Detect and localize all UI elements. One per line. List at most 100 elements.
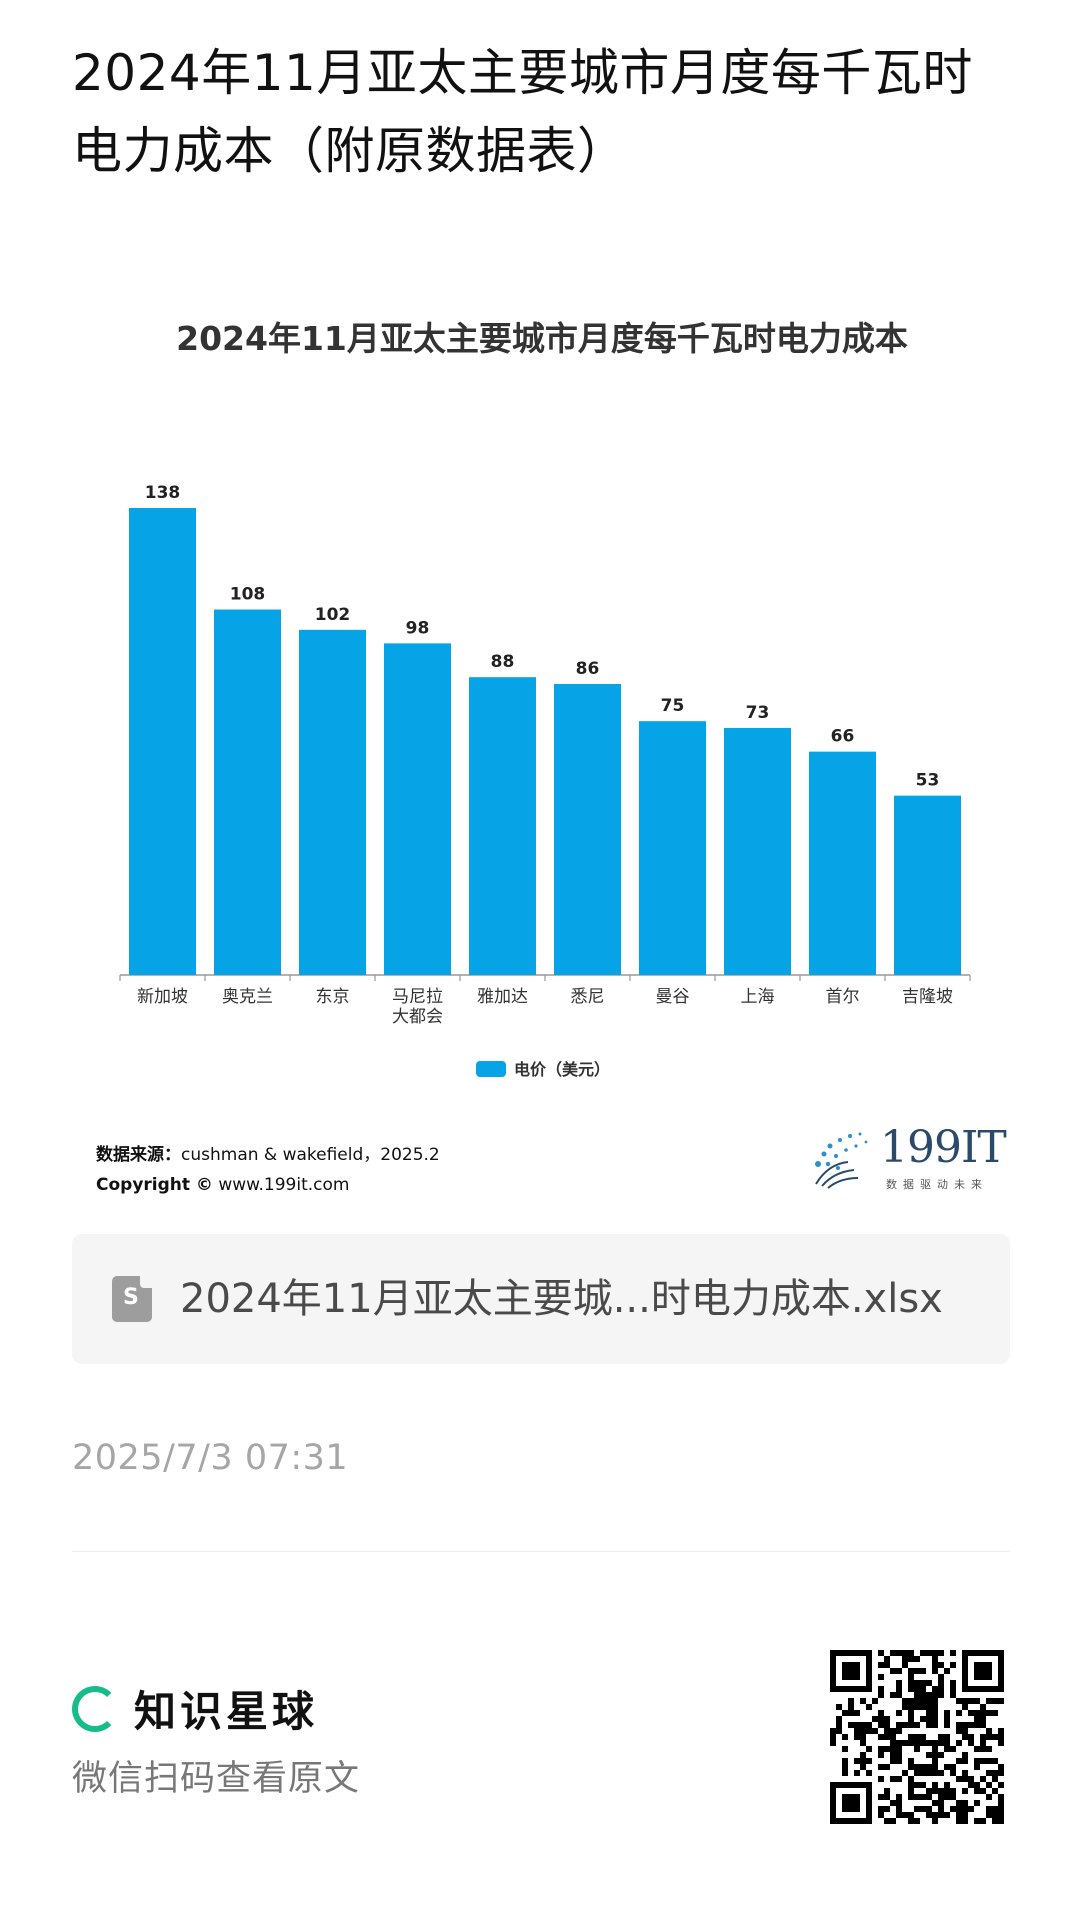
qr-module: [986, 1782, 992, 1788]
qr-module: [932, 1668, 938, 1674]
qr-module: [932, 1788, 938, 1794]
qr-module: [890, 1818, 896, 1824]
qr-module: [878, 1722, 884, 1728]
qr-module: [938, 1692, 944, 1698]
qr-module: [890, 1734, 896, 1740]
qr-module: [944, 1716, 950, 1722]
qr-module: [884, 1764, 890, 1770]
logo-199it: 199IT 数据驱动未来: [808, 1122, 1008, 1198]
qr-module: [920, 1782, 926, 1788]
legend-swatch: [476, 1061, 506, 1077]
qr-module: [860, 1722, 866, 1728]
ring-logo-icon: [72, 1686, 118, 1732]
qr-module: [992, 1806, 998, 1812]
qr-module: [944, 1746, 950, 1752]
qr-module: [986, 1794, 992, 1800]
qr-module: [896, 1794, 902, 1800]
qr-module: [998, 1728, 1004, 1734]
qr-module: [836, 1722, 842, 1728]
qr-module: [878, 1650, 884, 1656]
qr-module: [944, 1812, 950, 1818]
attachment-name[interactable]: 2024年11月亚太主要城...时电力成本.xlsx: [180, 1276, 943, 1322]
qr-module: [962, 1734, 968, 1740]
qr-module: [896, 1722, 902, 1728]
qr-module: [860, 1740, 866, 1746]
qr-module: [836, 1716, 842, 1722]
qr-module: [962, 1776, 968, 1782]
qr-module: [938, 1740, 944, 1746]
qr-module: [992, 1788, 998, 1794]
logo-dots-icon: [815, 1132, 868, 1189]
qr-module: [914, 1704, 920, 1710]
qr-module: [968, 1734, 974, 1740]
qr-module: [932, 1818, 938, 1824]
logo-tagline: 数据驱动未来: [886, 1178, 988, 1191]
qr-module: [836, 1704, 842, 1710]
qr-module: [884, 1722, 890, 1728]
qr-module: [998, 1740, 1004, 1746]
qr-module: [896, 1668, 902, 1674]
qr-module: [950, 1788, 956, 1794]
qr-module: [896, 1758, 902, 1764]
bar-2: [299, 629, 366, 975]
qr-module: [926, 1794, 932, 1800]
qr-module: [998, 1770, 1004, 1776]
qr-module: [950, 1764, 956, 1770]
qr-module: [908, 1758, 914, 1764]
qr-module: [956, 1722, 962, 1728]
qr-module: [974, 1782, 980, 1788]
qr-module: [980, 1710, 986, 1716]
qr-module: [926, 1722, 932, 1728]
qr-module: [932, 1758, 938, 1764]
qr-module: [920, 1650, 926, 1656]
qr-module: [860, 1728, 866, 1734]
qr-module: [932, 1710, 938, 1716]
qr-module: [878, 1686, 884, 1692]
file-icon-letter: S: [123, 1285, 139, 1310]
qr-module: [914, 1692, 920, 1698]
bar-value-label: 108: [230, 585, 266, 605]
qr-module: [908, 1686, 914, 1692]
qr-module: [962, 1788, 968, 1794]
qr-module: [896, 1692, 902, 1698]
qr-module: [932, 1812, 938, 1818]
qr-module: [956, 1818, 962, 1824]
qr-module: [896, 1728, 902, 1734]
qr-module: [842, 1758, 848, 1764]
qr-module: [890, 1776, 896, 1782]
qr-module: [896, 1650, 902, 1656]
qr-module: [830, 1734, 836, 1740]
qr-module: [932, 1770, 938, 1776]
qr-module: [980, 1746, 986, 1752]
qr-module: [950, 1650, 956, 1656]
qr-module: [944, 1788, 950, 1794]
qr-module: [860, 1734, 866, 1740]
qr-module: [884, 1662, 890, 1668]
qr-module: [914, 1818, 920, 1824]
bar-9: [894, 795, 961, 975]
qr-module: [878, 1662, 884, 1668]
attachment-card[interactable]: S 2024年11月亚太主要城...时电力成本.xlsx: [72, 1234, 1010, 1364]
qr-module: [956, 1812, 962, 1818]
qr-module: [860, 1758, 866, 1764]
qr-module: [896, 1740, 902, 1746]
qr-module: [926, 1650, 932, 1656]
category-label: 雅加达: [477, 987, 528, 1007]
qr-module: [962, 1728, 968, 1734]
category-label: 大都会: [392, 1007, 443, 1027]
qr-module: [890, 1668, 896, 1674]
qr-module: [890, 1800, 896, 1806]
qr-module: [968, 1806, 974, 1812]
qr-module: [908, 1734, 914, 1740]
qr-module: [914, 1698, 920, 1704]
qr-module: [914, 1746, 920, 1752]
qr-module: [932, 1782, 938, 1788]
qr-module: [872, 1716, 878, 1722]
qr-module: [962, 1698, 968, 1704]
qr-module: [944, 1764, 950, 1770]
qr-module: [878, 1752, 884, 1758]
qr-module: [974, 1788, 980, 1794]
qr-code-icon[interactable]: [830, 1650, 1004, 1824]
bar-3: [384, 643, 451, 975]
qr-finder-core: [974, 1662, 992, 1680]
